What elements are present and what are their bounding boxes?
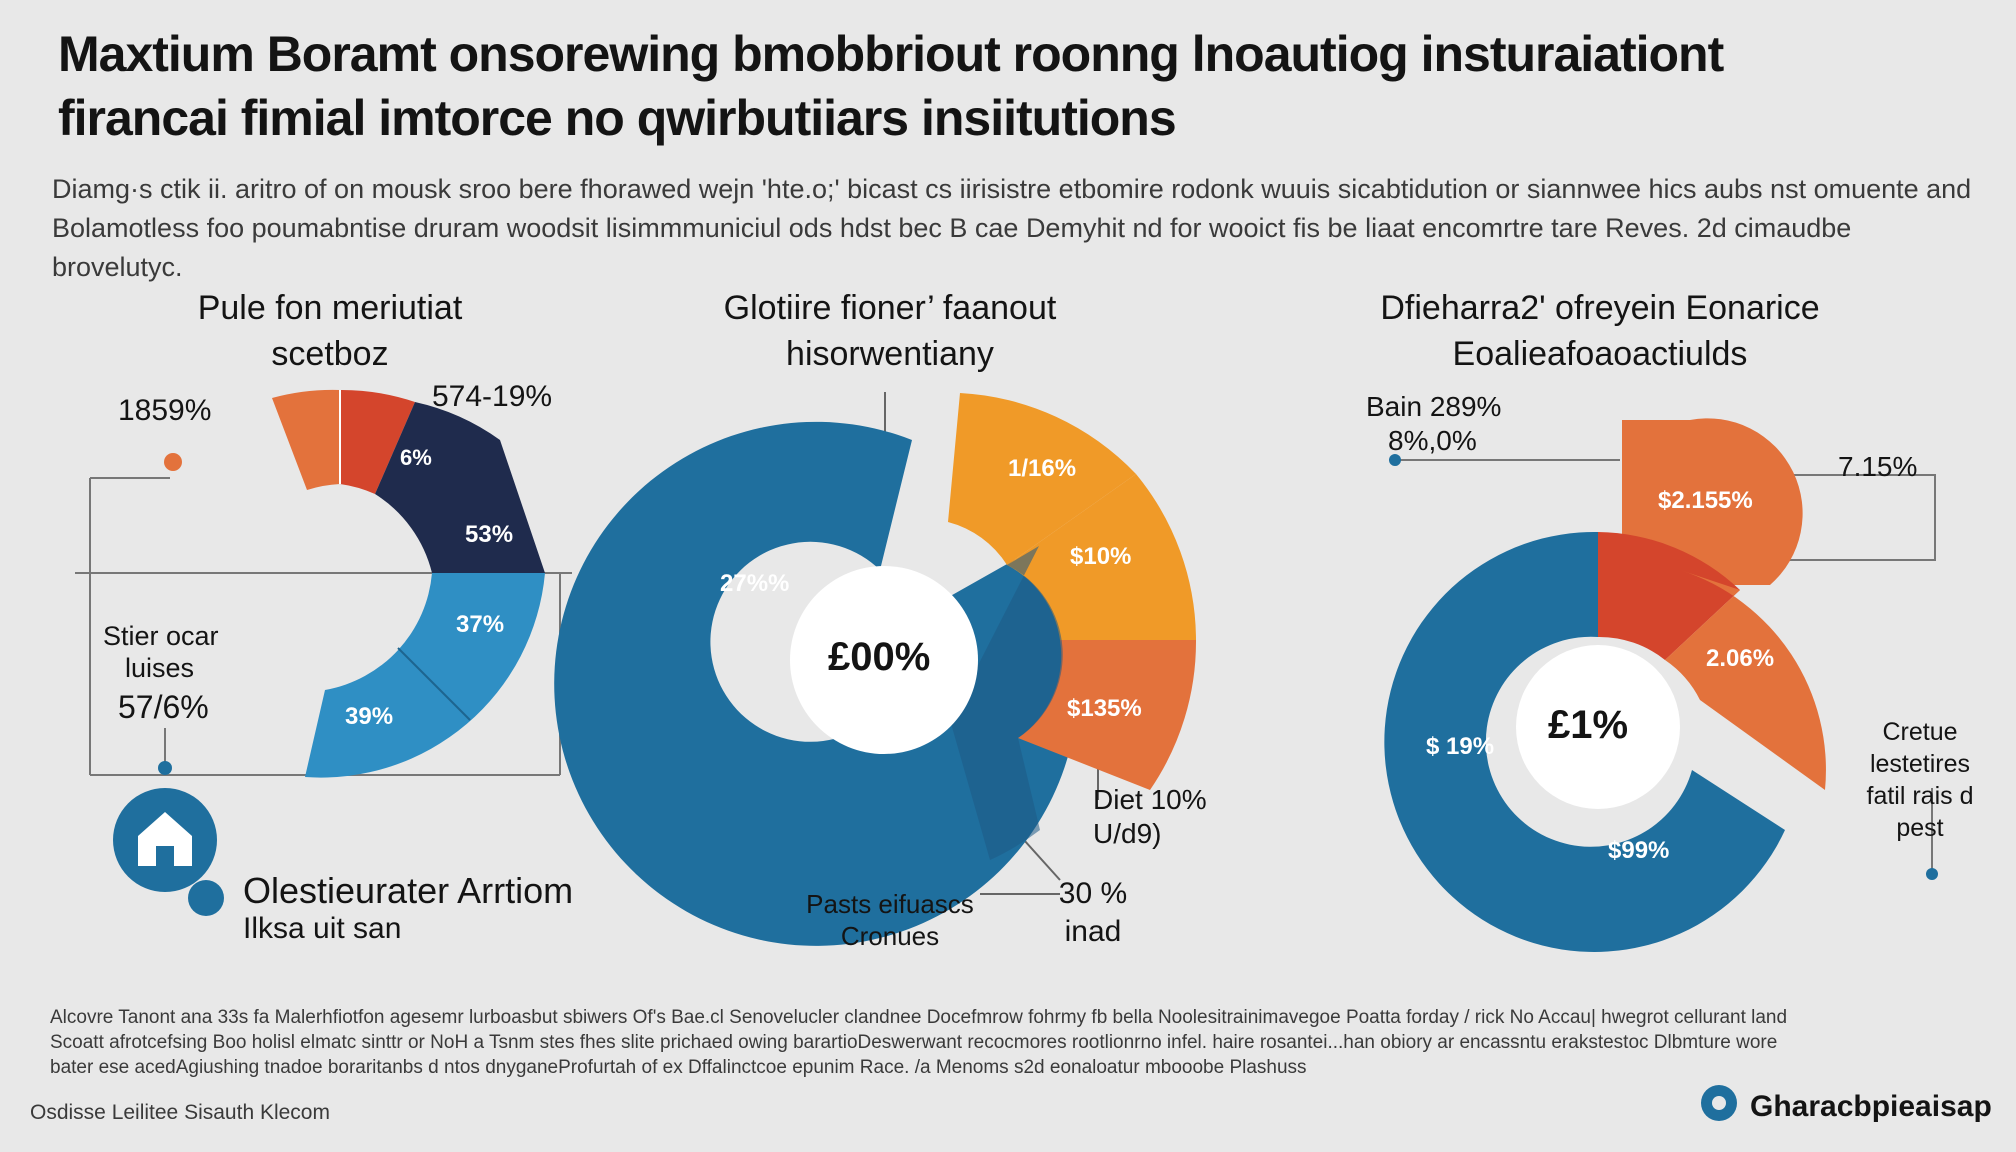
chart2-bottom-line1: Pasts eifuascs <box>806 889 974 919</box>
chart3-top-left-line2: 8%,0% <box>1388 425 1477 456</box>
chart1-slice-divider <box>397 647 471 721</box>
title-line-2: firancai fimial imtorce no qwirbutiiars … <box>58 90 1177 146</box>
intro-line-1: Diamg·s ctik ii. aritro of on mousk sroo… <box>52 174 1972 204</box>
title-line-1: Maxtium Boramt onsorewing bmobbriout roo… <box>58 26 1724 82</box>
chart3-callout-top-right: 7.15% <box>1838 451 1918 482</box>
chart1-side-pct: 57/6% <box>118 689 209 725</box>
chart2-slice-blue <box>554 421 1079 946</box>
chart2-title-line2: hisorwentiany <box>786 335 994 373</box>
chart1-slice-orange <box>272 389 340 490</box>
chart3-slice-orange-top <box>1622 418 1803 585</box>
chart3-callout-top-left: Bain 289% 8%,0% <box>1366 390 1501 458</box>
chart2-slice-label: 1/16% <box>1008 455 1077 482</box>
chart2-callout-bottom: Pasts eifuascs Cronues <box>790 888 990 952</box>
chart1-side-label: Stier ocar luises 57/6% <box>103 620 219 730</box>
footer-line-3: bater ese acedAgiushing tnadoe boraritan… <box>50 1057 1307 1078</box>
chart1-callout-top-left: 1859% <box>118 394 212 427</box>
house-label-line2: Ilksa uit san <box>243 912 402 945</box>
chart1-title-line2: scetboz <box>271 335 389 373</box>
chart2-center-circle <box>790 566 978 754</box>
chart2-bottom-line2: Cronues <box>840 921 940 951</box>
chart2-right-line2: U/d9) <box>1093 818 1162 849</box>
chart1-slice-label: 53% <box>465 521 514 548</box>
house-label-line1: Olestieurater Arrtiom <box>243 870 574 911</box>
chart3-title-line2: Eoalieafoaoactiulds <box>1452 335 1748 373</box>
chart3-slice-blue <box>1384 531 1785 952</box>
chart3-title: Dfieharra2' ofreyein Eonarice Eoalieafoa… <box>1350 285 1850 377</box>
chart2-bottom-pct: 30 % <box>1058 877 1128 910</box>
chart3-slice-label: 2.06% <box>1706 645 1775 672</box>
chart3-slice-red <box>1598 532 1740 660</box>
chart2-slice-amber <box>1007 474 1196 640</box>
chart3-right-line1: Cretue <box>1882 718 1958 746</box>
brand-logo-icon <box>1701 1085 1737 1121</box>
chart2-callout-bottom-pct: 30 % inad <box>1055 875 1131 951</box>
chart3-right-line3: fatil rais d <box>1866 782 1974 810</box>
chart1-slice-red <box>340 389 415 494</box>
chart3-center-circle <box>1516 645 1680 809</box>
chart2-bottom-word: inad <box>1064 915 1122 948</box>
chart2-title-line1: Glotiire fioner’ faanout <box>723 289 1057 327</box>
house-icon-label: Olestieurater Arrtiom Ilksa uit san <box>243 870 573 946</box>
chart1-title: Pule fon meriutiat scetboz <box>150 285 510 377</box>
chart3-center-value: £1% <box>1548 703 1629 747</box>
chart3-left-dot <box>1389 454 1401 466</box>
chart2-slice-label: 27%% <box>720 570 790 597</box>
chart3-slice-label: $ 19% <box>1426 733 1495 760</box>
chart3-title-line1: Dfieharra2' ofreyein Eonarice <box>1380 289 1820 327</box>
chart3-top-left-line1: Bain 289% <box>1366 391 1502 422</box>
chart3-right-line4: pest <box>1896 814 1944 842</box>
footer-line-2: Scoatt afrotcefsing Boo holisl elmatc si… <box>50 1032 1778 1053</box>
chart1-side-line2: luises <box>125 653 195 683</box>
chart2-center-value: £00% <box>828 635 931 679</box>
chart1-callout-top-right: 574-19% <box>432 380 553 413</box>
chart1-side-line1: Stier ocar <box>103 621 219 651</box>
chart2-slice-amber-top <box>948 393 1136 565</box>
chart1-orange-dot <box>164 453 182 471</box>
chart2-slice-navy <box>950 546 1063 860</box>
chart3-callout-right: Cretue lestetires fatil rais d pest <box>1845 716 1995 844</box>
chart1-slice-label: 6% <box>400 445 432 470</box>
intro-line-2: Bolamotless foo poumabntise druram woods… <box>52 213 1852 282</box>
chart3-right-line2: lestetires <box>1869 750 1971 778</box>
intro-text: Diamg·s ctik ii. aritro of on mousk sroo… <box>52 170 1972 287</box>
chart2-callout-right: Diet 10% U/d9) <box>1093 783 1207 851</box>
brand-name: Gharacbpieaisap <box>1750 1090 1992 1123</box>
chart3-slice-label: $2.155% <box>1658 487 1753 514</box>
chart1-blue-dot <box>158 761 172 775</box>
chart3-slice-orange <box>1665 570 1826 790</box>
chart3-leader-lines <box>1395 459 1936 870</box>
footer-line-1: Alcovre Tanont ana 33s fa Malerhfiotfon … <box>50 1007 1788 1028</box>
chart2-slice-orange <box>1018 640 1197 790</box>
chart2-right-line1: Diet 10% <box>1093 784 1207 815</box>
infographic-title: Maxtium Boramt onsorewing bmobbriout roo… <box>58 22 1724 150</box>
footer-text: Alcovre Tanont ana 33s fa Malerhfiotfon … <box>50 1005 1970 1080</box>
chart1-slice-navy <box>375 402 545 573</box>
chart1-title-line1: Pule fon meriutiat <box>197 289 463 327</box>
chart2-slice-label: $135% <box>1067 695 1142 722</box>
chart2-slice-label: $10% <box>1070 543 1132 570</box>
chart2-title: Glotiire fioner’ faanout hisorwentiany <box>680 285 1100 377</box>
chart3-right-dot <box>1926 868 1938 880</box>
chart1-slice-label: 37% <box>456 611 505 638</box>
house-icon <box>113 788 224 916</box>
credit-text: Osdisse Leilitee Sisauth Klecom <box>30 1101 330 1124</box>
chart3-slice-label: $99% <box>1608 837 1670 864</box>
chart1-slice-label: 39% <box>345 703 394 730</box>
